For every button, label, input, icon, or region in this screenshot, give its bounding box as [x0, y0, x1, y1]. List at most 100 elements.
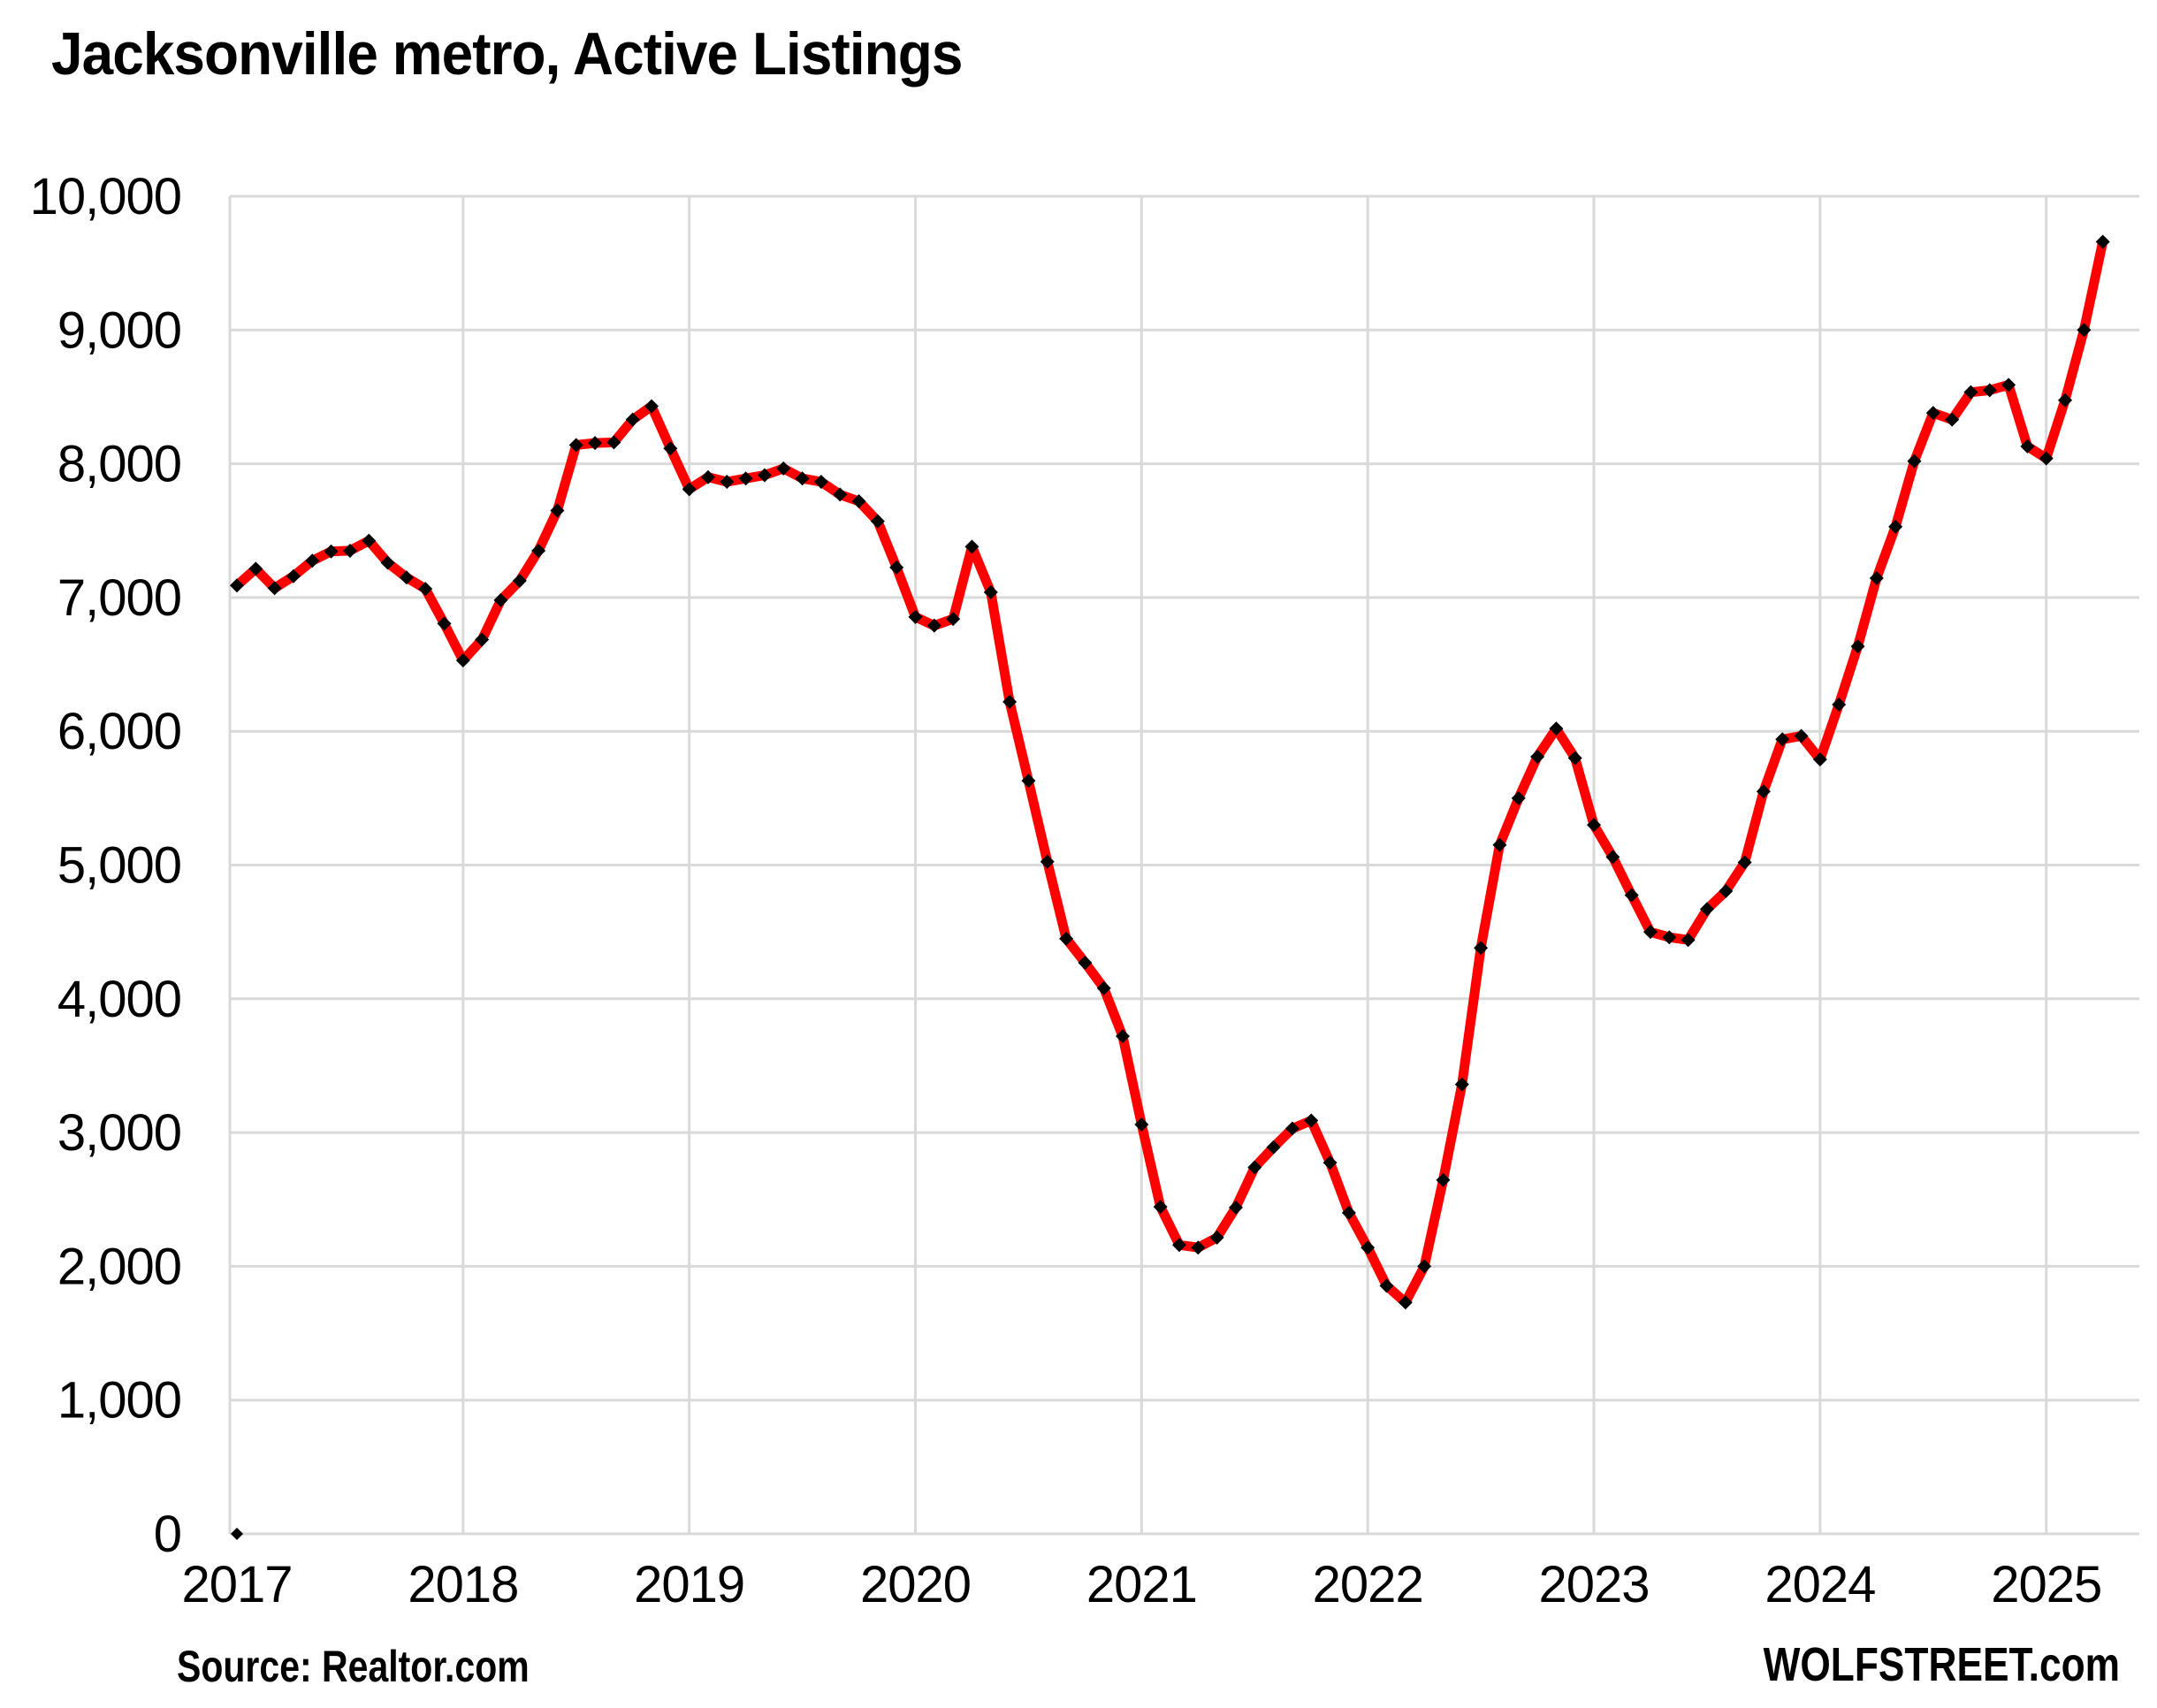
data-point-marker — [1021, 774, 1036, 789]
data-point-marker — [833, 487, 848, 502]
data-point-marker — [1662, 930, 1677, 945]
data-point-marker — [1341, 1205, 1356, 1220]
data-point-marker — [908, 609, 923, 624]
data-point-marker — [1945, 412, 1960, 427]
data-point-marker — [1681, 933, 1696, 948]
data-point-marker — [1379, 1278, 1394, 1293]
data-point-marker — [588, 436, 603, 451]
data-point-marker — [1549, 721, 1564, 736]
data-point-marker — [701, 469, 715, 484]
data-point-marker — [1040, 854, 1055, 869]
data-point-marker — [399, 570, 414, 585]
chart-title: Jacksonville metro, Active Listings — [51, 20, 963, 88]
data-point-marker — [776, 461, 791, 476]
data-point-marker — [2039, 451, 2054, 466]
data-point-marker — [1643, 925, 1658, 940]
data-point-marker — [230, 578, 244, 593]
data-point-marker — [1002, 694, 1018, 709]
y-axis-tick-label: 8,000 — [57, 436, 181, 493]
data-point-marker — [1850, 639, 1865, 654]
data-point-marker — [2077, 323, 2092, 338]
x-axis-tick-label: 2017 — [181, 1556, 292, 1613]
data-point-marker — [1888, 519, 1903, 534]
y-axis-tick-label: 10,000 — [30, 168, 181, 225]
x-axis-tick-label: 2023 — [1539, 1556, 1650, 1613]
data-point-marker — [1567, 751, 1582, 766]
data-point-marker — [2020, 438, 2035, 454]
data-point-marker — [267, 581, 282, 596]
data-point-marker — [851, 493, 866, 508]
data-point-marker — [1530, 749, 1545, 764]
y-axis-tick-label: 5,000 — [57, 837, 181, 895]
data-point-marker — [926, 618, 941, 633]
data-point-marker — [512, 573, 527, 588]
data-point-marker — [1907, 454, 1922, 469]
data-point-marker — [418, 582, 433, 597]
y-axis-tick-label: 3,000 — [57, 1104, 181, 1162]
x-axis-tick-label: 2024 — [1764, 1556, 1875, 1613]
data-point-marker — [1775, 732, 1790, 747]
data-point-marker — [1284, 1121, 1300, 1136]
data-point-marker — [1191, 1240, 1206, 1255]
y-axis-tick-label: 7,000 — [57, 569, 181, 627]
data-point-marker — [757, 468, 772, 483]
data-point-marker — [946, 612, 961, 627]
data-point-marker — [1963, 385, 1978, 400]
data-point-marker — [795, 471, 810, 486]
data-point-marker — [606, 435, 621, 450]
data-point-marker — [568, 438, 583, 453]
data-point-marker — [2001, 377, 2016, 393]
y-axis-tick-label: 0 — [154, 1506, 181, 1563]
data-point-marker — [324, 544, 339, 559]
data-point-marker — [1756, 784, 1771, 799]
y-axis-tick-label: 2,000 — [57, 1238, 181, 1295]
y-axis-tick-label: 6,000 — [57, 703, 181, 760]
x-axis-tick-label: 2025 — [1991, 1556, 2101, 1613]
y-axis-tick-label: 9,000 — [57, 301, 181, 359]
data-point-marker — [380, 555, 395, 570]
data-point-marker — [1794, 728, 1809, 743]
data-point-marker — [738, 471, 753, 486]
data-point-marker — [1417, 1259, 1432, 1274]
data-point-marker — [1096, 980, 1111, 995]
data-point-marker — [2095, 234, 2110, 249]
data-point-marker — [342, 543, 357, 558]
data-point-marker — [1436, 1172, 1451, 1187]
data-point-marker — [1322, 1155, 1338, 1170]
data-point-marker — [1153, 1200, 1168, 1215]
data-point-marker — [455, 653, 470, 668]
data-point-marker — [1172, 1238, 1186, 1253]
data-point-marker — [1699, 902, 1714, 917]
data-point-marker — [1398, 1295, 1413, 1310]
data-point-marker — [1304, 1113, 1319, 1128]
data-point-marker — [1925, 406, 1940, 421]
data-point-marker — [531, 543, 546, 558]
wolfstreet-watermark: WOLFSTREET.com — [1763, 1638, 2120, 1691]
data-point-marker — [475, 632, 490, 647]
data-point-marker — [682, 482, 697, 497]
data-point-marker — [983, 584, 998, 599]
data-point-marker — [1587, 818, 1602, 833]
source-note: Source: Realtor.com — [177, 1642, 530, 1691]
data-point-marker — [870, 514, 885, 529]
data-point-marker — [1474, 941, 1489, 956]
data-point-marker — [1812, 751, 1827, 766]
data-point-marker — [964, 539, 979, 554]
data-point-marker — [286, 568, 301, 583]
data-point-marker — [1228, 1200, 1243, 1215]
data-point-marker — [1134, 1117, 1149, 1132]
data-point-marker — [493, 592, 508, 607]
data-point-marker — [813, 475, 828, 490]
data-point-marker — [1982, 383, 1997, 398]
data-point-marker — [1078, 955, 1093, 970]
data-point-marker — [248, 561, 263, 576]
x-axis-tick-label: 2021 — [1086, 1556, 1197, 1613]
stray-zero-point-marker — [231, 1528, 243, 1540]
data-point-marker — [1116, 1029, 1131, 1044]
y-axis-tick-label: 4,000 — [57, 971, 181, 1028]
data-point-marker — [362, 533, 377, 548]
data-point-marker — [720, 475, 735, 490]
data-point-marker — [644, 399, 659, 414]
